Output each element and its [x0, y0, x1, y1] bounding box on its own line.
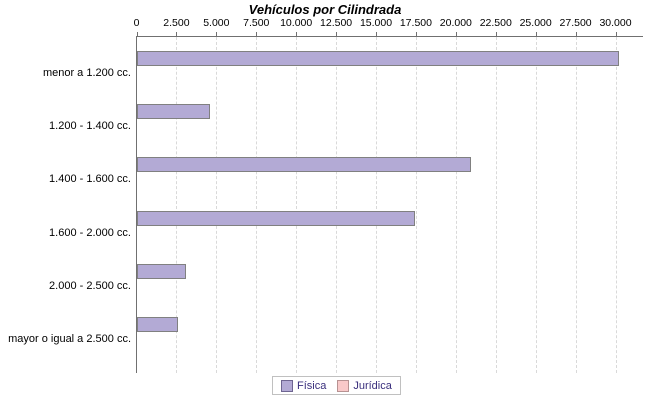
category-label: 2.000 - 2.500 cc. [49, 279, 131, 292]
x-tick-mark [256, 32, 258, 36]
x-tick-label: 2.500 [163, 17, 190, 29]
x-tick-mark [415, 32, 417, 36]
x-tick-mark [336, 32, 338, 36]
x-tick-label: 12.500 [320, 17, 353, 29]
legend-item: Jurídica [337, 379, 392, 392]
gridline [415, 37, 417, 373]
x-tick-label: 7.500 [243, 17, 270, 29]
x-tick-label: 30.000 [599, 17, 632, 29]
category-label: 1.600 - 2.000 cc. [49, 226, 131, 239]
bar-física [136, 317, 179, 332]
x-tick-label: 20.000 [439, 17, 472, 29]
x-tick-mark [455, 32, 457, 36]
gridline [216, 37, 218, 373]
x-tick-label: 27.500 [559, 17, 592, 29]
chart-title: Vehículos por Cilindrada [248, 2, 402, 17]
x-tick-label: 0 [133, 17, 140, 29]
x-tick-mark [575, 32, 577, 36]
x-tick-label: 10.000 [280, 17, 313, 29]
legend: Física Jurídica [272, 376, 401, 395]
legend-item: Física [281, 379, 327, 392]
bar-física [136, 51, 620, 66]
legend-item-label: Física [297, 379, 327, 392]
x-tick-label: 17.500 [399, 17, 432, 29]
legend-swatch-icon [337, 379, 350, 392]
x-tick-label: 15.000 [359, 17, 393, 29]
x-tick-mark [376, 32, 377, 36]
x-tick-mark [176, 32, 178, 36]
x-tick-mark [136, 32, 138, 36]
x-tick-mark [535, 32, 537, 36]
legend-swatch-icon [281, 379, 293, 392]
x-tick-mark [615, 32, 617, 36]
gridline [176, 37, 178, 373]
gridline [256, 37, 258, 373]
category-label: 1.400 - 1.600 cc. [49, 173, 131, 186]
gridline [336, 37, 338, 373]
gridline [296, 37, 298, 373]
x-tick-label: 25.000 [519, 17, 552, 29]
gridline [495, 37, 497, 373]
category-label: 1.200 - 1.400 cc. [49, 120, 131, 133]
gridline [535, 37, 537, 373]
x-axis-line [136, 36, 643, 37]
x-tick-mark [495, 32, 497, 36]
x-tick-label: 5.000 [203, 17, 230, 29]
gridline [575, 37, 577, 373]
gridline [376, 37, 377, 373]
legend-item-label: Jurídica [353, 379, 392, 392]
y-axis-line [136, 36, 137, 373]
bar-física [136, 104, 211, 120]
category-label: menor a 1.200 cc. [42, 67, 131, 79]
bar-física [136, 157, 471, 173]
category-label: mayor o igual a 2.500 cc. [8, 333, 131, 345]
gridline [455, 37, 457, 373]
x-tick-mark [216, 32, 218, 36]
bar-física [136, 263, 187, 279]
x-tick-mark [296, 32, 298, 36]
bar-física [136, 210, 415, 226]
gridline [615, 37, 617, 373]
x-tick-label: 22.500 [479, 17, 512, 29]
